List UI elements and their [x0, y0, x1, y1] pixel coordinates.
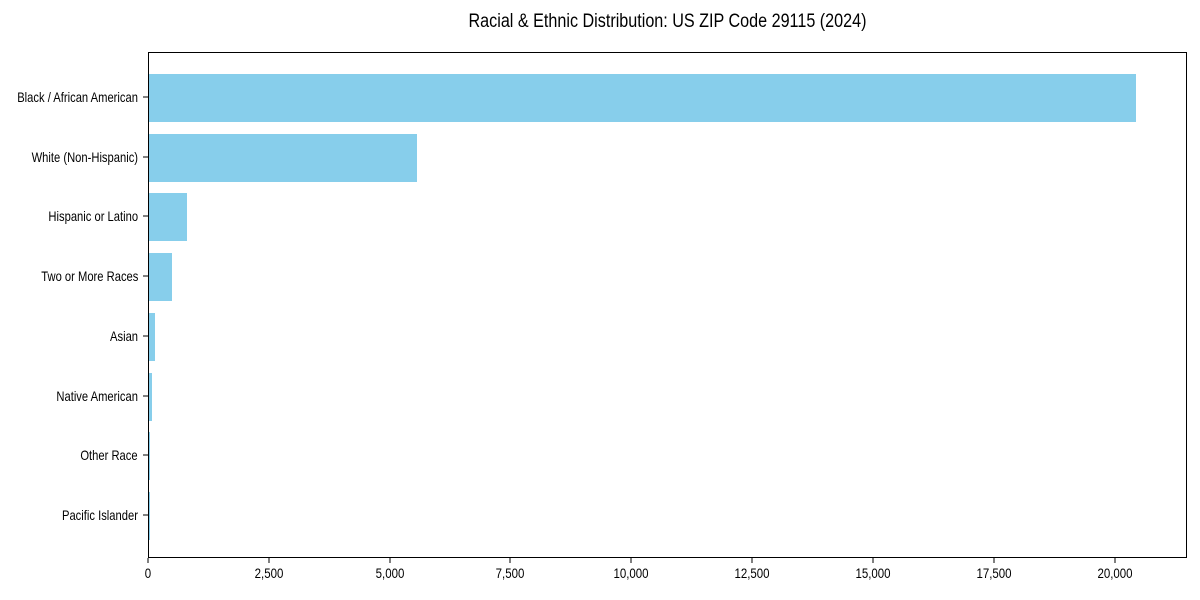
x-tick-mark: [872, 558, 874, 563]
bar: [149, 432, 150, 481]
x-tick-label: 2,500: [254, 565, 284, 581]
bar: [149, 312, 155, 361]
y-tick-label: Asian: [109, 327, 138, 344]
plot-area: [148, 52, 1187, 558]
x-tick-label: 20,000: [1096, 565, 1133, 581]
bar: [149, 74, 1137, 122]
x-tick-label: 0: [144, 565, 152, 581]
y-tick-mark: [143, 275, 148, 277]
x-tick-label: 15,000: [855, 565, 891, 581]
chart-title: Racial & Ethnic Distribution: US ZIP Cod…: [468, 11, 867, 32]
y-tick-mark: [143, 454, 148, 456]
bar: [149, 253, 172, 302]
x-tick-mark: [993, 558, 995, 563]
y-axis: Black / African American White (Non-Hispa…: [0, 52, 148, 558]
y-tick-mark: [143, 156, 148, 158]
y-tick-mark: [143, 215, 148, 217]
x-tick-mark: [389, 558, 391, 563]
x-tick-mark: [630, 558, 632, 563]
y-tick-label: Hispanic or Latino: [48, 208, 138, 225]
x-tick-label: 17,500: [976, 565, 1012, 581]
x-tick-mark: [751, 558, 753, 563]
y-tick-mark: [143, 335, 148, 337]
x-tick-label: 10,000: [613, 565, 649, 581]
bar: [149, 193, 188, 242]
x-tick-label: 12,500: [734, 565, 770, 581]
x-tick-mark: [147, 558, 149, 563]
x-tick-mark: [268, 558, 270, 563]
x-tick-label: 7,500: [496, 565, 525, 581]
y-tick-mark: [143, 96, 148, 98]
y-tick-label: White (Non-Hispanic): [31, 148, 138, 165]
y-tick-label: Black / African American: [17, 89, 138, 105]
bar: [149, 372, 152, 421]
y-tick-mark: [143, 514, 148, 516]
bar: [149, 133, 417, 182]
y-tick-label: Native American: [56, 387, 138, 404]
y-tick-label: Other Race: [80, 447, 138, 464]
x-tick-mark: [1114, 558, 1115, 563]
y-tick-mark: [143, 395, 148, 396]
x-axis: 0 2,500 5,000 7,500 10,000 12,500 15,000 17,500…: [144, 558, 1187, 592]
y-tick-label: Two or More Races: [40, 268, 138, 285]
x-tick-mark: [509, 558, 511, 563]
x-tick-label: 5,000: [375, 565, 404, 581]
y-tick-label: Pacific Islander: [62, 506, 138, 523]
